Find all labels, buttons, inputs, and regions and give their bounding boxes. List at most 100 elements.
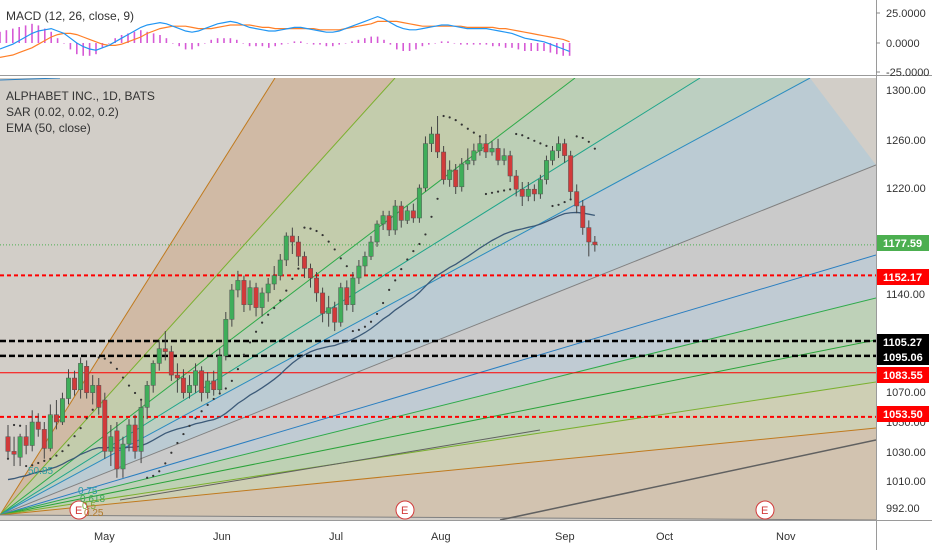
- candle-down: [410, 210, 416, 219]
- macd-histogram-bar: [0, 31, 1, 43]
- macd-histogram-bar: [229, 38, 232, 43]
- candle-up: [423, 143, 428, 189]
- level-label: 1053.50: [883, 409, 923, 421]
- sar-dot: [267, 313, 270, 316]
- candle-up: [247, 287, 253, 305]
- fib-label: 0.5: [82, 501, 96, 512]
- candle-up: [525, 188, 531, 197]
- candle-up: [193, 370, 199, 386]
- sar-dot: [442, 114, 445, 118]
- macd-histogram-bar: [338, 43, 340, 45]
- macd-histogram-bar: [440, 41, 443, 43]
- macd-histogram-bar: [216, 38, 219, 43]
- candle-down: [41, 429, 47, 449]
- candle-up: [259, 292, 265, 308]
- sar-dot: [127, 384, 131, 387]
- macd-histogram-bar: [351, 41, 353, 43]
- macd-histogram-bar: [556, 43, 558, 55]
- candle-down: [344, 287, 350, 305]
- macd-histogram-bar: [300, 41, 302, 43]
- fan-zone: [0, 78, 876, 515]
- sar-dot: [85, 417, 88, 420]
- sar-dot: [418, 242, 421, 246]
- macd-histogram-bar: [127, 33, 129, 43]
- macd-histogram-bar: [5, 30, 8, 43]
- macd-histogram-bar: [159, 35, 161, 43]
- candle-up: [392, 205, 398, 231]
- sar-dot: [333, 248, 336, 251]
- sar-dot: [436, 197, 439, 200]
- sar-dot: [539, 142, 542, 145]
- candle-down: [84, 366, 90, 393]
- sar-dot: [557, 203, 560, 206]
- candle-down: [23, 436, 29, 446]
- earnings-markers: E E E: [69, 500, 775, 520]
- sar-dot: [170, 451, 173, 454]
- sar-dot: [478, 135, 481, 138]
- sar-dot: [527, 136, 530, 140]
- sar-dot: [19, 424, 22, 427]
- macd-histogram-bar: [357, 39, 360, 43]
- sar-dot: [575, 135, 578, 138]
- macd-title: MACD (12, 26, close, 9): [6, 9, 135, 23]
- candle-up: [29, 421, 35, 446]
- fan-zone: [0, 428, 876, 520]
- macd-histogram-bar: [56, 38, 59, 43]
- sar-dot: [37, 461, 40, 465]
- candle-down: [102, 399, 108, 452]
- candle-up: [156, 348, 162, 364]
- candle-up: [404, 210, 410, 221]
- sar-dot: [248, 341, 252, 344]
- macd-indicator: [0, 15, 571, 58]
- candle-up: [380, 215, 386, 225]
- sar-dot: [200, 410, 203, 413]
- macd-histogram-bar: [108, 43, 110, 44]
- candle-down: [453, 169, 459, 188]
- macd-tick: 0.0000: [886, 38, 920, 50]
- sar-dot: [569, 198, 572, 201]
- sar-dot: [309, 227, 312, 230]
- candle-up: [235, 280, 241, 291]
- sar-dot: [375, 312, 379, 316]
- candle-up: [217, 355, 223, 391]
- sar-dot: [351, 329, 354, 333]
- candle-up: [47, 414, 53, 449]
- sar-dot: [509, 188, 512, 191]
- macd-histogram-bar: [530, 43, 532, 51]
- price-axis: 1300.00 1260.00 1220.00 1140.00 1070.00 …: [886, 85, 926, 515]
- sar-dot: [91, 408, 94, 411]
- main-legend: ALPHABET INC., 1D, BATS SAR (0.02, 0.02,…: [6, 88, 155, 136]
- fan-ray: [0, 297, 876, 516]
- macd-histogram-bar: [236, 39, 238, 43]
- candle-up: [447, 169, 453, 180]
- macd-histogram-bar: [255, 43, 257, 47]
- sar-dot: [115, 367, 118, 370]
- candle-down: [562, 143, 568, 156]
- earnings-marker-label: E: [761, 505, 768, 517]
- month-label: Aug: [431, 531, 451, 543]
- candle-down: [320, 292, 326, 314]
- earnings-marker-label: E: [75, 505, 82, 517]
- candle-up: [362, 256, 368, 267]
- macd-histogram-bar: [568, 43, 571, 56]
- macd-histogram-bar: [172, 43, 174, 44]
- fib-label: 50.85: [28, 466, 53, 477]
- sar-dot: [369, 320, 373, 323]
- macd-histogram-bar: [120, 35, 123, 43]
- sar-dot: [49, 457, 52, 460]
- sar-dot: [563, 200, 566, 204]
- macd-histogram-bar: [376, 36, 379, 43]
- sar-dot: [109, 361, 112, 364]
- macd-histogram-bar: [18, 27, 20, 43]
- candle-up: [350, 277, 356, 305]
- macd-histogram-bar: [306, 43, 308, 44]
- candle-up: [17, 436, 23, 458]
- macd-tick: 25.0000: [886, 8, 926, 20]
- sar-dot: [182, 432, 185, 436]
- macd-histogram-bar: [402, 43, 404, 51]
- sar-dot: [31, 464, 34, 467]
- level-badge: [877, 406, 929, 422]
- macd-histogram-bar: [383, 39, 385, 43]
- macd-histogram-bar: [268, 43, 270, 48]
